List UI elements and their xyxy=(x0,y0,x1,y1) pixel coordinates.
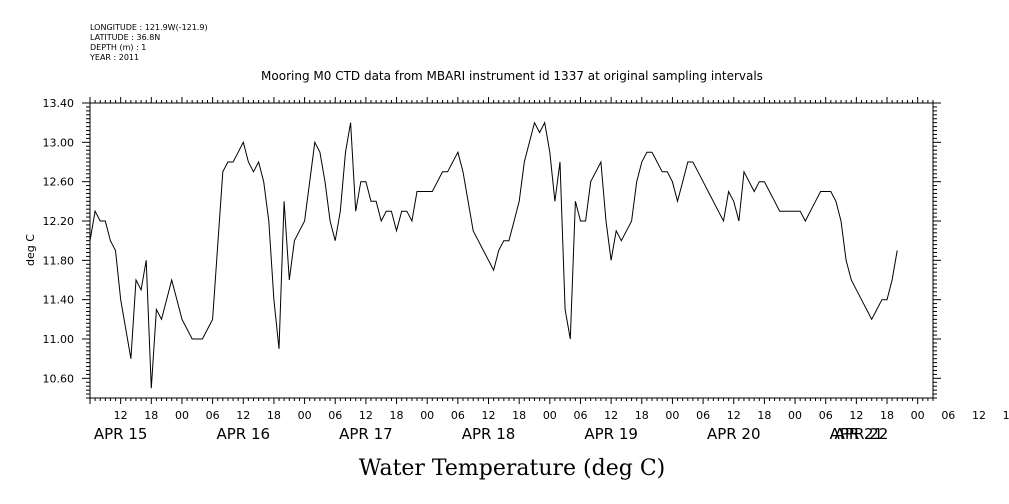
x-tick-label: 00 xyxy=(911,409,925,422)
x-tick-label: 06 xyxy=(328,409,342,422)
y-tick-label: 11.40 xyxy=(43,294,75,307)
x-tick-label: 12 xyxy=(604,409,618,422)
x-tick-label: 12 xyxy=(236,409,250,422)
x-tick-label: 06 xyxy=(206,409,220,422)
y-axis-label: deg C xyxy=(24,234,37,266)
y-axis-labels: 10.60 11.00 11.40 11.80 12.20 12.60 13.00 13.40 xyxy=(43,97,75,385)
day-label: APR 19 xyxy=(584,425,638,443)
meta-year: YEAR : 2011 xyxy=(89,53,139,62)
chart-title: Mooring M0 CTD data from MBARI instrumen… xyxy=(261,69,763,83)
x-tick-label: 00 xyxy=(298,409,312,422)
meta-depth: DEPTH (m) : 1 xyxy=(90,43,146,52)
day-label: APR 15 xyxy=(94,425,148,443)
meta-latitude: LATITUDE : 36.8N xyxy=(90,33,160,42)
x-axis-label: Water Temperature (deg C) xyxy=(359,456,666,481)
x-tick-label: 06 xyxy=(819,409,833,422)
day-label: APR 21 xyxy=(830,425,884,443)
y-tick-label: 10.60 xyxy=(43,372,75,385)
x-tick-label: 18 xyxy=(512,409,526,422)
y-tick-label: 12.20 xyxy=(43,215,75,228)
x-tick-label: 12 xyxy=(114,409,128,422)
series-line-water-temperature xyxy=(89,121,898,389)
x-tick-label: 06 xyxy=(696,409,710,422)
x-tick-label: 18 xyxy=(757,409,771,422)
x-tick-label: 18 xyxy=(267,409,281,422)
x-tick-label: 00 xyxy=(420,409,434,422)
x-tick-label: 06 xyxy=(451,409,465,422)
x-tick-label: 00 xyxy=(543,409,557,422)
x-tick-label: 18 xyxy=(635,409,649,422)
y-tick-label: 11.00 xyxy=(43,333,75,346)
y-tick-label: 11.80 xyxy=(43,254,75,267)
x-tick-label: 00 xyxy=(175,409,189,422)
x-tick-label: 12 xyxy=(359,409,373,422)
plot-frame xyxy=(89,102,934,399)
day-label: APR 18 xyxy=(462,425,516,443)
x-tick-label: 18 xyxy=(1003,409,1009,422)
day-label: APR 22 xyxy=(835,425,889,443)
x-tick-label: 00 xyxy=(665,409,679,422)
x-tick-label: 18 xyxy=(144,409,158,422)
x-tick-label: 06 xyxy=(573,409,587,422)
x-tick-label: 18 xyxy=(390,409,404,422)
day-label: APR 17 xyxy=(339,425,393,443)
x-axis-hour-labels: 12 18 00 06 12 18 00 06 12 18 00 06 12 18 00 06 12 18 00 06… xyxy=(114,409,1009,422)
x-tick-label: 12 xyxy=(482,409,496,422)
x-tick-label: 18 xyxy=(880,409,894,422)
x-tick-label: 12 xyxy=(727,409,741,422)
y-tick-label: 12.60 xyxy=(43,176,75,189)
x-axis-day-labels: APR 15 APR 16 APR 17 APR 18 APR 19 APR 20 APR … xyxy=(94,425,888,443)
y-tick-label: 13.00 xyxy=(43,136,75,149)
x-tick-label: 06 xyxy=(941,409,955,422)
x-tick-label: 00 xyxy=(788,409,802,422)
axis-ticks xyxy=(82,97,941,404)
meta-longitude: LONGITUDE : 121.9W(-121.9) xyxy=(90,23,208,32)
x-tick-label: 12 xyxy=(972,409,986,422)
day-label: APR 20 xyxy=(707,425,761,443)
day-label: APR 16 xyxy=(216,425,270,443)
y-tick-label: 13.40 xyxy=(43,97,75,110)
x-tick-label: 12 xyxy=(849,409,863,422)
